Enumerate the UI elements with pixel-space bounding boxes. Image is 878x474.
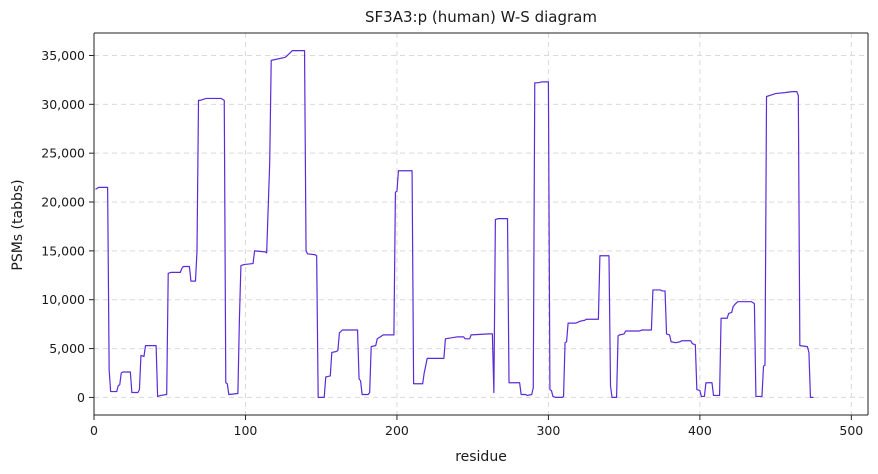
grid — [93, 33, 868, 415]
series-layer — [95, 49, 814, 399]
series-line — [95, 49, 814, 399]
axes: 0 100 200 300 400 500 0 5,000 10,000 15,000 20,000… — [41, 32, 869, 438]
x-tick-label: 300 — [536, 423, 560, 438]
x-tick-label: 0 — [90, 423, 98, 438]
y-tick-label: 5,000 — [49, 341, 85, 356]
y-axis-title: PSMs (tabbs) — [10, 179, 26, 270]
y-tick-label: 25,000 — [41, 146, 85, 161]
y-tick-label: 15,000 — [41, 243, 85, 258]
x-tick-label: 100 — [234, 423, 258, 438]
y-tick-label: 20,000 — [41, 195, 85, 210]
y-tick-label: 35,000 — [41, 48, 85, 63]
y-tick-label: 30,000 — [41, 97, 85, 112]
y-tick-label: 0 — [77, 390, 85, 405]
x-tick-label: 200 — [385, 423, 409, 438]
x-tick-label: 400 — [688, 423, 712, 438]
x-tick-label: 500 — [839, 423, 863, 438]
y-tick-label: 10,000 — [41, 292, 85, 307]
chart-title: SF3A3:p (human) W-S diagram — [365, 8, 597, 26]
x-axis-title: residue — [455, 449, 507, 465]
